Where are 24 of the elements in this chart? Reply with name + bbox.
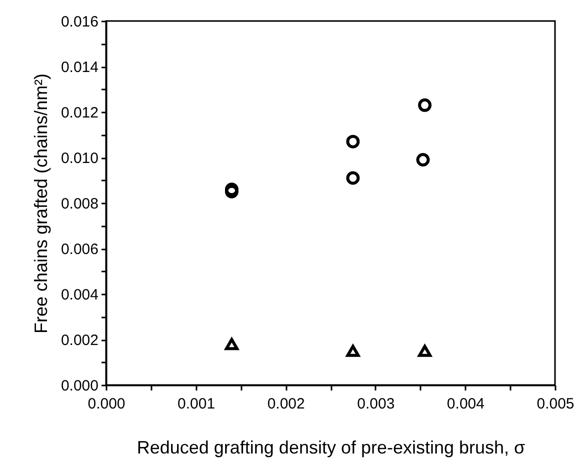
point (418, 98, 432, 112)
y-tick-label: 0.000 (60, 378, 98, 394)
y-tick-label: 0.002 (60, 332, 98, 349)
y-tick-label: 0.008 (60, 196, 98, 212)
y-tick-label: 0.012 (60, 104, 98, 122)
x-tick-label: 0.000 (88, 396, 126, 412)
x-tick-label: 0.003 (357, 396, 395, 412)
x-axis-title: Reduced grafting density of pre-existing brush, σ (136, 438, 526, 458)
point (418, 344, 432, 357)
point (416, 153, 430, 167)
x-tick-label: 0.001 (178, 396, 216, 412)
point (346, 344, 360, 357)
x-tick-label: 0.004 (446, 396, 484, 412)
y-tick-label: 0.006 (60, 241, 98, 258)
x-tick-label: 0.002 (267, 396, 305, 412)
point (346, 171, 360, 185)
x-tick-label: 0.005 (536, 396, 574, 412)
point (346, 134, 360, 148)
y-axis-title: Free chains grafted (chains/nm²) (30, 73, 51, 334)
y-tick-label: 0.010 (60, 150, 98, 167)
point (224, 338, 238, 350)
y-tick-label: 0.004 (60, 286, 98, 304)
y-tick-label: 0.016 (60, 14, 98, 30)
y-tick-label: 0.014 (60, 59, 98, 76)
